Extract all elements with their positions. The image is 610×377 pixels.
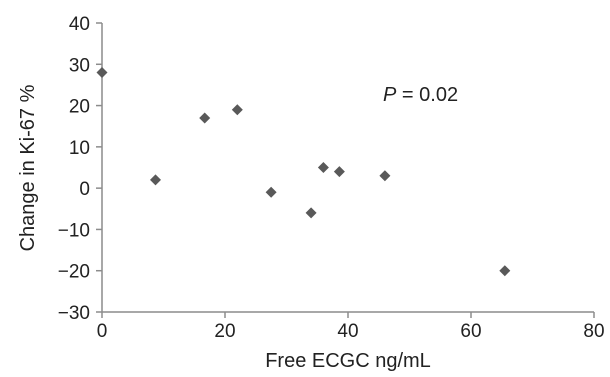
x-tick-label: 60 bbox=[460, 321, 481, 342]
y-tick-label: 0 bbox=[79, 179, 90, 200]
x-tick-label: 0 bbox=[97, 321, 108, 342]
data-points bbox=[96, 67, 511, 277]
x-tick-label: 80 bbox=[583, 321, 604, 342]
data-point bbox=[150, 174, 162, 186]
data-point bbox=[333, 166, 345, 178]
data-point bbox=[96, 67, 108, 79]
x-tick-label: 20 bbox=[214, 321, 235, 342]
p-value-annotation: P = 0.02 bbox=[383, 84, 458, 106]
y-tick-label: 40 bbox=[69, 14, 90, 35]
data-point bbox=[379, 170, 391, 182]
data-point bbox=[265, 186, 277, 198]
y-tick-label: 10 bbox=[69, 138, 90, 159]
y-tick-label: 20 bbox=[69, 97, 90, 118]
p-value-italic: P bbox=[383, 84, 397, 106]
y-tick-label: −10 bbox=[58, 220, 90, 241]
x-tick-label: 40 bbox=[337, 321, 358, 342]
x-axis-title: Free ECGC ng/mL bbox=[265, 350, 431, 372]
y-axis-title: Change in Ki-67 % bbox=[17, 84, 39, 251]
data-point bbox=[317, 162, 329, 173]
p-value-text: = 0.02 bbox=[396, 84, 458, 106]
y-tick-label: −20 bbox=[58, 262, 90, 283]
x-axis-ticks: 0 20 40 60 80 bbox=[97, 312, 605, 342]
data-point bbox=[231, 104, 243, 116]
data-point bbox=[499, 265, 511, 277]
y-axis-ticks: 40 30 20 10 0 −10 −20 −30 bbox=[58, 14, 102, 324]
y-tick-label: 30 bbox=[69, 55, 90, 76]
data-point bbox=[305, 207, 317, 219]
data-point bbox=[199, 112, 211, 124]
y-tick-label: −30 bbox=[58, 303, 90, 324]
